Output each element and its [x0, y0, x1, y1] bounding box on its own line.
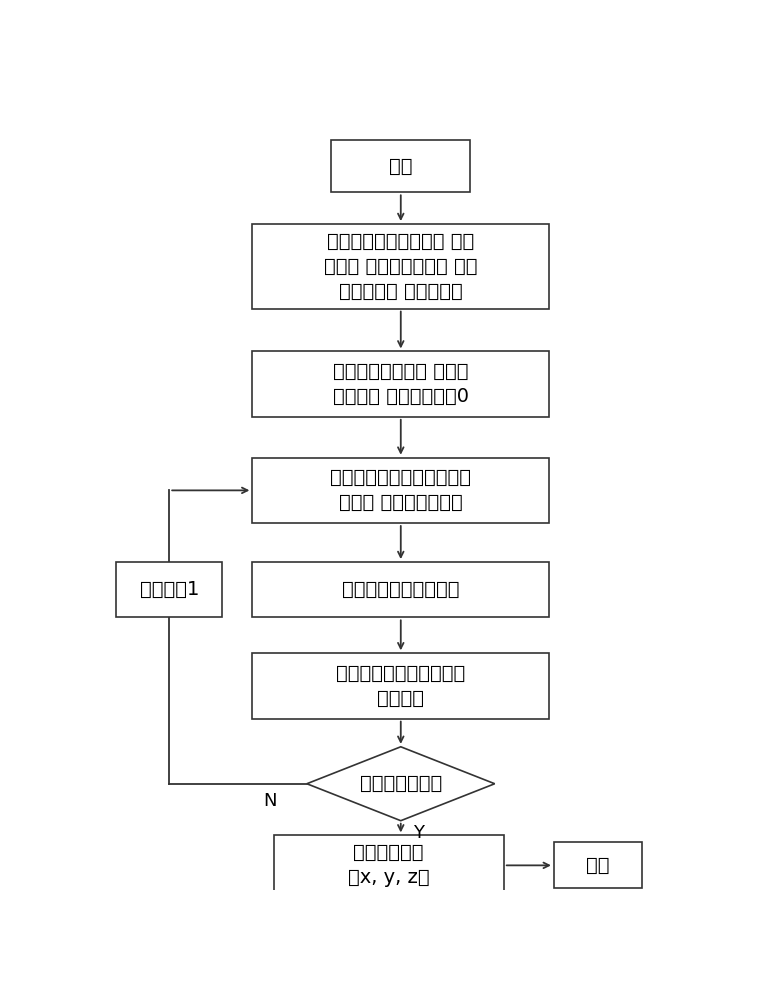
FancyBboxPatch shape: [253, 653, 549, 719]
FancyBboxPatch shape: [331, 140, 471, 192]
Text: 建立系统的定位误差， 覆盖
面积， 使用成本模型， 给定
算法参数， 计算条件等: 建立系统的定位误差， 覆盖 面积， 使用成本模型， 给定 算法参数， 计算条件等: [324, 232, 478, 301]
Text: 进行轮盘赌的选择操作: 进行轮盘赌的选择操作: [342, 580, 460, 599]
FancyBboxPatch shape: [554, 842, 642, 888]
Text: 开始: 开始: [389, 157, 413, 176]
Text: Y: Y: [414, 824, 425, 842]
FancyBboxPatch shape: [117, 562, 222, 617]
FancyBboxPatch shape: [253, 224, 549, 309]
FancyBboxPatch shape: [253, 458, 549, 523]
Text: 计算当前种群个体的目标函
数值， 进行适应度评价: 计算当前种群个体的目标函 数值， 进行适应度评价: [330, 468, 472, 512]
Polygon shape: [307, 747, 495, 821]
FancyBboxPatch shape: [274, 835, 504, 895]
FancyBboxPatch shape: [253, 562, 549, 617]
Text: 达到终止代数？: 达到终止代数？: [360, 774, 442, 793]
Text: 结束: 结束: [586, 856, 609, 875]
Text: 采用浮点数编码， 生成初
始种群， 令迭代次数为0: 采用浮点数编码， 生成初 始种群， 令迭代次数为0: [333, 362, 468, 406]
Text: 输出最优布局
（x, y, z）: 输出最优布局 （x, y, z）: [348, 843, 429, 887]
Text: 迭代数加1: 迭代数加1: [139, 580, 199, 599]
Text: N: N: [264, 792, 278, 810]
Text: 改进的自适应交叉操作和
变异操作: 改进的自适应交叉操作和 变异操作: [336, 664, 465, 708]
FancyBboxPatch shape: [253, 351, 549, 417]
